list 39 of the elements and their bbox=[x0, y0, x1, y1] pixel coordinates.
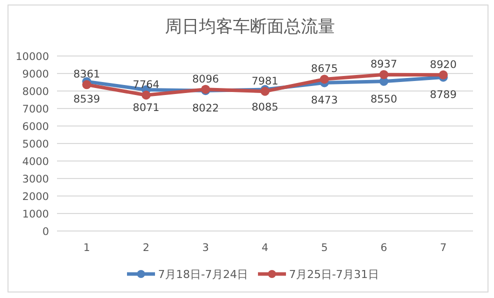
data-label: 8473 bbox=[311, 94, 338, 107]
y-tick-label: 9000 bbox=[22, 68, 49, 80]
point bbox=[438, 70, 448, 80]
x-tick-label: 3 bbox=[202, 242, 209, 254]
data-label: 8937 bbox=[370, 58, 398, 71]
legend-label: 7月18日-7月24日 bbox=[158, 268, 248, 281]
y-tick-label: 0 bbox=[42, 226, 49, 238]
y-tick-label: 4000 bbox=[22, 156, 49, 168]
y-tick-label: 5000 bbox=[22, 138, 49, 150]
x-tick-label: 7 bbox=[440, 242, 447, 254]
data-label: 8920 bbox=[430, 58, 457, 71]
data-label: 8675 bbox=[311, 63, 338, 76]
x-tick-label: 4 bbox=[262, 242, 269, 254]
x-tick-label: 2 bbox=[142, 242, 150, 254]
data-label: 8789 bbox=[430, 89, 457, 102]
data-label: 8071 bbox=[132, 102, 160, 114]
data-label: 8085 bbox=[252, 102, 278, 114]
data-label: 8096 bbox=[192, 73, 220, 86]
x-tick-label: 6 bbox=[380, 242, 388, 254]
data-label: 7981 bbox=[252, 75, 278, 88]
y-tick-label: 8000 bbox=[22, 86, 49, 98]
chart-title: 周日均客车断面总流量 bbox=[165, 17, 335, 37]
x-tick-label: 5 bbox=[321, 242, 328, 254]
data-label: 8539 bbox=[73, 94, 100, 106]
y-tick-label: 10000 bbox=[16, 51, 49, 63]
y-tick-label: 1000 bbox=[22, 208, 49, 220]
y-tick-label: 3000 bbox=[22, 174, 49, 186]
y-tick-label: 2000 bbox=[22, 191, 49, 203]
point bbox=[82, 80, 92, 90]
data-label: 8361 bbox=[73, 68, 100, 81]
data-label: 8550 bbox=[370, 93, 398, 106]
y-tick-label: 7000 bbox=[22, 104, 49, 116]
data-label: 8022 bbox=[192, 102, 219, 115]
point bbox=[379, 70, 388, 80]
legend-label: 7月25日-7月31日 bbox=[288, 268, 379, 281]
point bbox=[320, 74, 329, 84]
x-tick-label: 1 bbox=[83, 242, 90, 254]
point bbox=[142, 90, 151, 100]
y-tick-label: 6000 bbox=[22, 121, 49, 133]
